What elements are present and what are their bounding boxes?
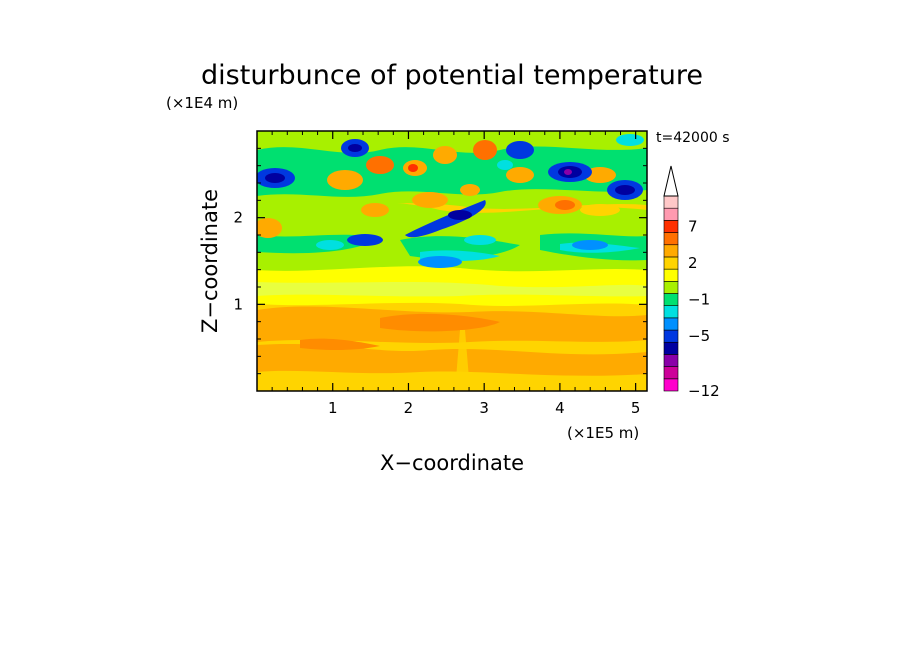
temperature-field — [256, 130, 648, 392]
colorbar-swatch — [663, 195, 679, 209]
x-tick-label: 1 — [328, 399, 338, 417]
x-tick-label: 3 — [479, 399, 489, 417]
colorbar-level-label: −5 — [688, 327, 710, 345]
colorbar: −12−5−127 — [663, 165, 720, 400]
colorbar-level-label: −1 — [688, 291, 710, 309]
colorbar-swatch — [663, 317, 679, 331]
colorbar-swatch — [663, 207, 679, 221]
colorbar-level-label: 2 — [688, 254, 698, 272]
colorbar-swatch — [663, 341, 679, 355]
x-tick-label: 5 — [631, 399, 641, 417]
colorbar-swatch — [663, 354, 679, 367]
colorbar-extension-arrow — [663, 165, 679, 197]
x-axis: 1 2 3 4 5 — [271, 131, 641, 417]
y-tick-label: 1 — [233, 295, 243, 313]
y-axis: 12 — [233, 147, 647, 375]
colorbar-swatch — [663, 366, 679, 380]
y-tick-label: 2 — [233, 209, 243, 227]
colorbar-swatch — [663, 268, 679, 282]
colorbar-swatch — [663, 281, 679, 294]
colorbar-swatch — [663, 256, 679, 270]
colorbar-swatch — [663, 232, 679, 246]
x-tick-label: 4 — [555, 399, 565, 417]
x-tick-label: 2 — [404, 399, 414, 417]
colorbar-swatch — [663, 329, 679, 343]
chart-title: disturbunce of potential temperature — [201, 60, 703, 91]
colorbar-swatch — [663, 244, 679, 258]
x-axis-label: X−coordinate — [380, 451, 524, 475]
colorbar-swatch — [663, 220, 679, 233]
y-axis-label: Z−coordinate — [198, 189, 222, 333]
colorbar-swatch — [663, 293, 679, 306]
time-label: t=42000 s — [656, 130, 730, 146]
colorbar-swatch — [663, 378, 679, 392]
y-unit-label: (×1E4 m) — [166, 94, 238, 112]
colorbar-level-label: 7 — [688, 217, 698, 235]
x-unit-label: (×1E5 m) — [567, 424, 639, 442]
colorbar-swatch — [663, 305, 679, 319]
colorbar-level-label: −12 — [688, 382, 720, 400]
